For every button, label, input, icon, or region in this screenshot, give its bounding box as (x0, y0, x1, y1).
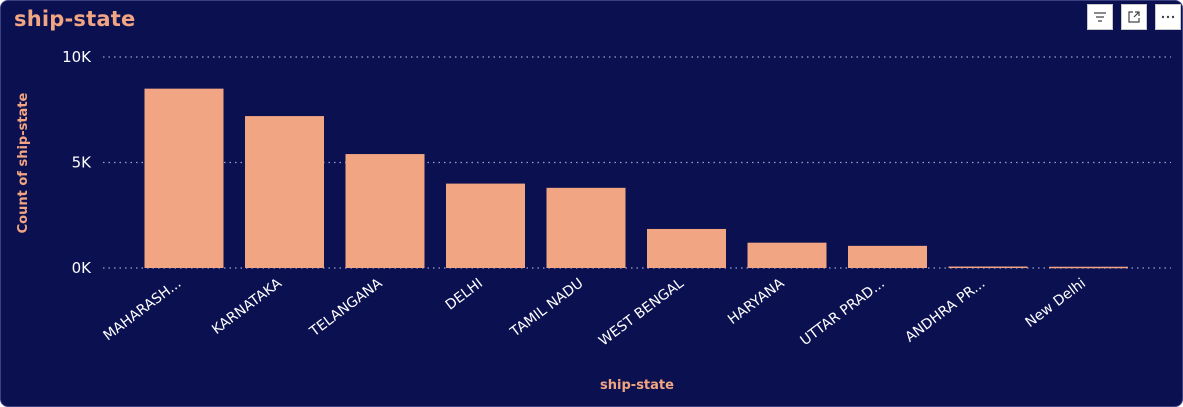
x-tick-label: MAHARASH... (100, 275, 184, 344)
chart-title: ship-state (14, 7, 136, 31)
y-axis: 0K 5K 10K (62, 48, 92, 277)
bar[interactable] (144, 88, 224, 269)
bars (144, 88, 1128, 269)
bar[interactable] (345, 154, 425, 268)
bar[interactable] (446, 183, 525, 268)
x-tick-label: TELANGANA (306, 275, 385, 340)
bar[interactable] (848, 245, 927, 268)
gridlines (103, 56, 1171, 269)
x-axis: MAHARASH... KARNATAKA TELANGANA DELHI TAMIL … (100, 275, 1088, 349)
x-tick-label: ANDHRA PR... (902, 275, 988, 345)
y-tick-label: 10K (62, 48, 92, 66)
bar[interactable] (647, 228, 726, 268)
y-axis-title: Count of ship-state (16, 92, 31, 233)
x-axis-title: ship-state (600, 378, 674, 393)
bar[interactable] (1049, 266, 1128, 269)
x-tick-label: TAMIL NADU (507, 275, 587, 340)
y-tick-label: 0K (72, 259, 93, 277)
bar[interactable] (747, 242, 827, 268)
x-tick-label: KARNATAKA (209, 275, 285, 338)
x-tick-label: DELHI (443, 275, 486, 313)
bar[interactable] (546, 187, 626, 268)
x-tick-label: HARYANA (725, 275, 788, 328)
more-options-icon (1161, 15, 1175, 19)
y-tick-label: 5K (72, 154, 93, 172)
x-tick-label: UTTAR PRAD... (798, 275, 888, 349)
x-tick-label: New Delhi (1023, 275, 1089, 331)
bar[interactable] (245, 116, 324, 268)
more-options-button[interactable] (1155, 4, 1181, 30)
bar[interactable] (948, 266, 1028, 269)
focus-mode-icon (1128, 11, 1140, 23)
filter-icon (1094, 12, 1106, 22)
x-tick-label: WEST BENGAL (596, 275, 687, 349)
filter-button[interactable] (1087, 4, 1113, 30)
focus-mode-button[interactable] (1121, 4, 1147, 30)
